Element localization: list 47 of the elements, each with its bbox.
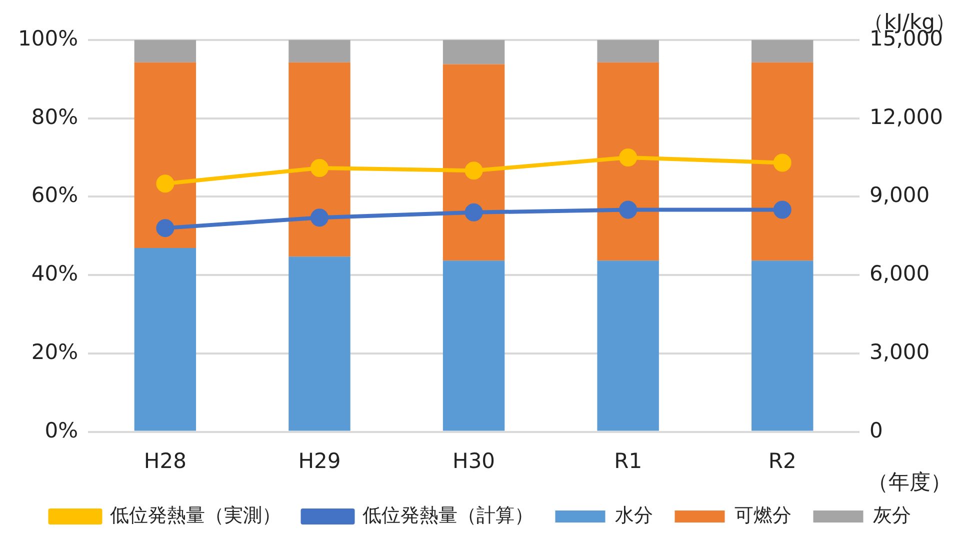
bar xyxy=(134,248,196,431)
point xyxy=(310,208,328,227)
point xyxy=(310,158,328,177)
point xyxy=(464,162,483,180)
bar xyxy=(752,260,814,431)
bar xyxy=(442,64,505,261)
bar xyxy=(442,260,505,431)
bar xyxy=(752,62,814,261)
legend-label: 可燃分 xyxy=(734,504,792,526)
y2-tick-label: 6,000 xyxy=(870,262,930,286)
y-tick-label: 100% xyxy=(18,26,78,50)
bar xyxy=(752,40,814,62)
y2-tick-label: 0 xyxy=(870,418,883,442)
x-tick-label: R1 xyxy=(614,448,642,473)
point xyxy=(773,154,792,172)
point xyxy=(619,148,638,167)
bar xyxy=(134,40,196,62)
point xyxy=(156,219,174,238)
y-tick-label: 0% xyxy=(44,418,78,442)
x-tick-label: R2 xyxy=(768,448,796,473)
y2-tick-label: 12,000 xyxy=(870,104,944,129)
bar xyxy=(597,40,659,62)
y-tick-label: 80% xyxy=(31,104,78,129)
point xyxy=(156,174,174,193)
x-tick-label: H30 xyxy=(452,448,496,473)
x-axis-title: （年度） xyxy=(868,470,952,494)
legend-label: 低位発熱量（実測） xyxy=(110,504,281,526)
bar xyxy=(288,256,350,431)
x-tick-label: H28 xyxy=(144,448,186,473)
y2-tick-label: 9,000 xyxy=(870,183,930,208)
bar xyxy=(134,62,196,248)
legend-label: 水分 xyxy=(614,504,653,526)
point xyxy=(619,200,638,219)
bar xyxy=(288,62,350,257)
y2-tick-label: 3,000 xyxy=(870,340,930,364)
point xyxy=(773,200,792,219)
bar xyxy=(288,40,350,62)
bar xyxy=(597,260,659,431)
bar xyxy=(597,62,659,261)
y-tick-label: 40% xyxy=(31,262,78,286)
x-tick-label: H29 xyxy=(298,448,341,473)
y-tick-label: 20% xyxy=(31,340,78,364)
point xyxy=(464,203,483,222)
bar xyxy=(442,40,505,64)
legend-label: 灰分 xyxy=(872,504,911,526)
legend-label: 低位発熱量（計算） xyxy=(362,504,534,526)
y-tick-label: 60% xyxy=(31,183,78,208)
